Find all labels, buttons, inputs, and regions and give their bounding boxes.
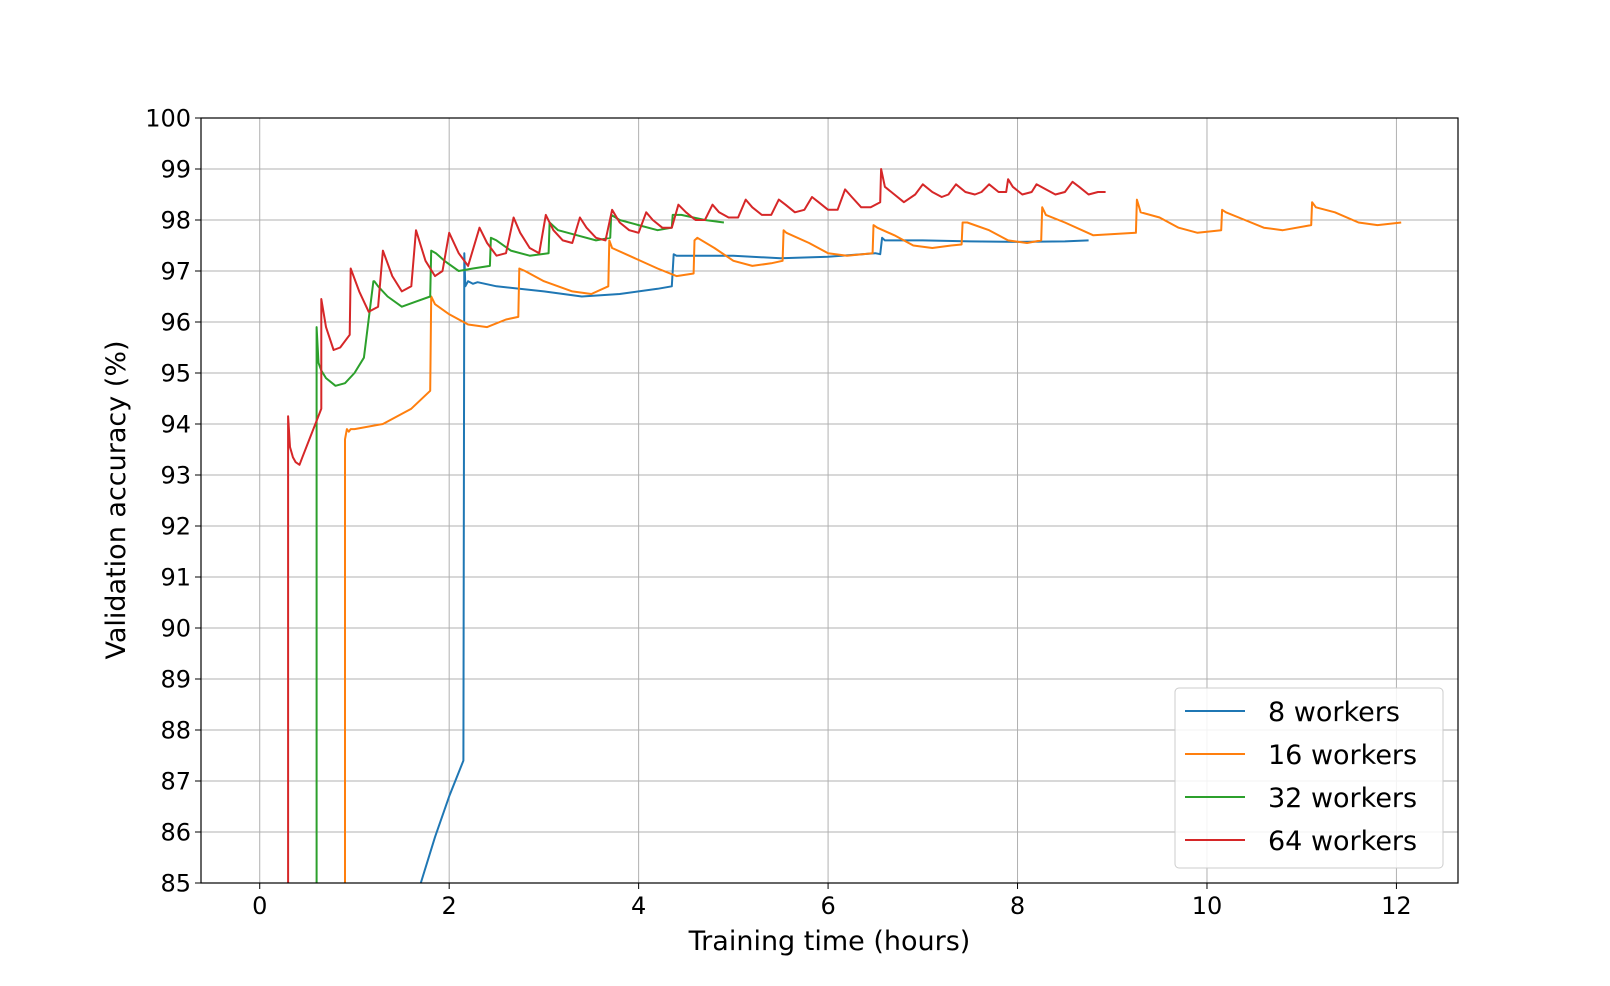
y-axis: 85 86 87 88 89 90 91 92 93 94 95 96 97 98 99 100 — [145, 105, 201, 898]
y-tick-label: 96 — [160, 309, 191, 337]
x-tick-label: 0 — [252, 892, 267, 920]
y-tick-label: 90 — [160, 615, 191, 643]
series-layer — [287, 168, 1402, 884]
y-tick-label: 91 — [160, 564, 191, 592]
y-tick-label: 87 — [160, 768, 191, 796]
x-tick-label: 10 — [1192, 892, 1223, 920]
legend-label: 32 workers — [1268, 783, 1417, 814]
x-tick-label: 4 — [631, 892, 646, 920]
series-line-32-workers — [315, 213, 725, 883]
y-tick-label: 88 — [160, 717, 191, 745]
y-tick-label: 93 — [160, 462, 191, 490]
legend-box — [1174, 687, 1444, 869]
legend-label: 16 workers — [1268, 740, 1417, 771]
x-tick-label: 8 — [1010, 892, 1025, 920]
y-tick-label: 95 — [160, 360, 191, 388]
y-tick-label: 97 — [160, 258, 191, 286]
y-tick-label: 89 — [160, 666, 191, 694]
plot-frame — [200, 117, 1459, 884]
legend: 8 workers 16 workers 32 workers 64 workers — [1174, 687, 1444, 869]
x-tick-label: 12 — [1381, 892, 1412, 920]
y-tick-label: 85 — [160, 870, 191, 898]
legend-label: 8 workers — [1268, 697, 1400, 728]
y-tick-label: 99 — [160, 156, 191, 184]
y-tick-label: 92 — [160, 513, 191, 541]
series-line-8-workers — [419, 236, 1089, 884]
x-axis: 0 2 4 6 8 10 12 — [252, 883, 1412, 920]
x-tick-label: 2 — [442, 892, 457, 920]
y-tick-label: 94 — [160, 411, 191, 439]
y-axis-title: Validation accuracy (%) — [101, 340, 132, 659]
series-line-64-workers — [287, 168, 1106, 883]
x-axis-title: Training time (hours) — [688, 926, 971, 957]
legend-label: 64 workers — [1268, 826, 1417, 857]
series-line-16-workers — [344, 198, 1402, 883]
y-tick-label: 98 — [160, 207, 191, 235]
y-tick-label: 100 — [145, 105, 191, 133]
x-tick-label: 6 — [820, 892, 835, 920]
y-tick-label: 86 — [160, 819, 191, 847]
